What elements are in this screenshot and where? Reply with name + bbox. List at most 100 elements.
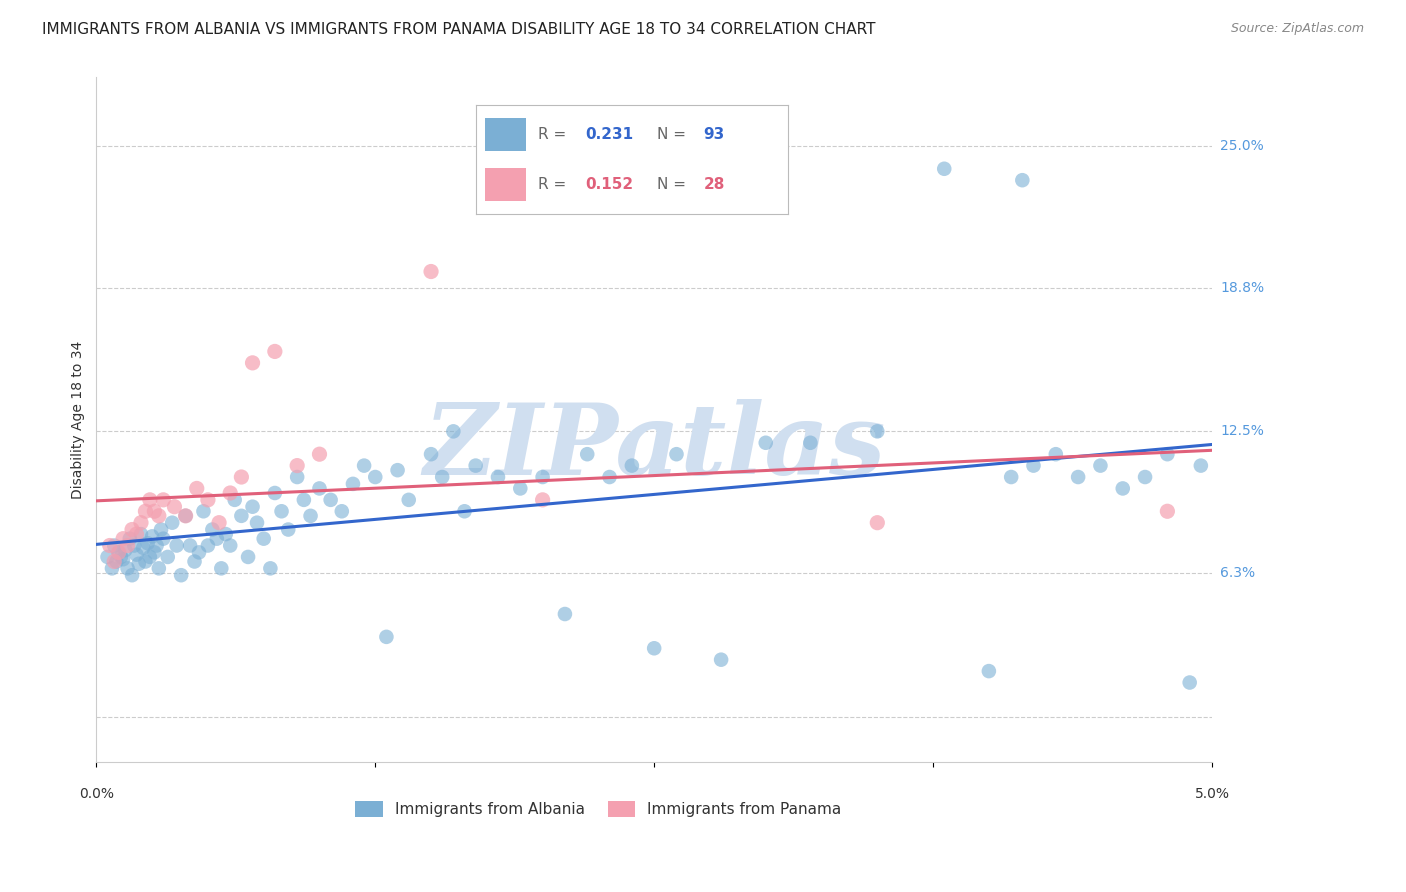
Point bbox=[183, 554, 205, 568]
Text: 5.0%: 5.0% bbox=[1195, 788, 1229, 801]
Point bbox=[129, 527, 152, 541]
Point bbox=[121, 523, 143, 537]
Point bbox=[103, 554, 125, 568]
Point bbox=[197, 539, 219, 553]
Point bbox=[124, 539, 146, 553]
Point bbox=[643, 641, 665, 656]
Point bbox=[148, 508, 170, 523]
Point bbox=[1090, 458, 1112, 473]
Point bbox=[112, 532, 135, 546]
Point bbox=[387, 463, 409, 477]
Point bbox=[112, 552, 135, 566]
Point bbox=[186, 482, 208, 496]
Point bbox=[156, 549, 179, 564]
Point bbox=[242, 356, 264, 370]
Point bbox=[208, 516, 231, 530]
Point bbox=[263, 486, 285, 500]
Point bbox=[152, 532, 174, 546]
Point bbox=[330, 504, 353, 518]
Point bbox=[152, 492, 174, 507]
Point bbox=[105, 554, 128, 568]
Point bbox=[160, 516, 183, 530]
Point bbox=[1178, 675, 1201, 690]
Text: 6.3%: 6.3% bbox=[1220, 566, 1256, 580]
Point bbox=[134, 504, 156, 518]
Point bbox=[308, 447, 330, 461]
Point bbox=[531, 492, 554, 507]
Point bbox=[145, 539, 167, 553]
Text: 12.5%: 12.5% bbox=[1220, 425, 1264, 438]
Point bbox=[231, 508, 253, 523]
Point bbox=[118, 532, 141, 546]
Point bbox=[420, 447, 443, 461]
Point bbox=[150, 523, 173, 537]
Point bbox=[432, 470, 454, 484]
Point bbox=[799, 435, 821, 450]
Point bbox=[576, 447, 599, 461]
Point bbox=[143, 504, 166, 518]
Point bbox=[219, 539, 242, 553]
Point bbox=[224, 492, 246, 507]
Point bbox=[110, 549, 132, 564]
Point bbox=[453, 504, 475, 518]
Point bbox=[103, 539, 125, 553]
Point bbox=[531, 470, 554, 484]
Point bbox=[101, 561, 124, 575]
Point bbox=[179, 539, 201, 553]
Point bbox=[96, 549, 118, 564]
Point bbox=[1022, 458, 1045, 473]
Point bbox=[107, 545, 129, 559]
Point bbox=[163, 500, 186, 514]
Point bbox=[1156, 447, 1178, 461]
Point bbox=[125, 548, 148, 562]
Point bbox=[125, 527, 148, 541]
Point bbox=[299, 508, 322, 523]
Point bbox=[1112, 482, 1135, 496]
Point bbox=[117, 539, 139, 553]
Point bbox=[219, 486, 242, 500]
Point bbox=[236, 549, 259, 564]
Text: 18.8%: 18.8% bbox=[1220, 280, 1264, 294]
Point bbox=[364, 470, 387, 484]
Point bbox=[1133, 470, 1156, 484]
Point bbox=[509, 482, 531, 496]
Point bbox=[755, 435, 778, 450]
Point bbox=[1189, 458, 1212, 473]
Point bbox=[1000, 470, 1022, 484]
Point bbox=[128, 557, 150, 571]
Point bbox=[114, 543, 136, 558]
Point bbox=[866, 516, 889, 530]
Point bbox=[464, 458, 486, 473]
Point bbox=[977, 664, 1000, 678]
Point bbox=[170, 568, 193, 582]
Point bbox=[1067, 470, 1090, 484]
Legend: Immigrants from Albania, Immigrants from Panama: Immigrants from Albania, Immigrants from… bbox=[349, 795, 848, 823]
Point bbox=[599, 470, 621, 484]
Point bbox=[132, 541, 155, 555]
Point bbox=[285, 458, 308, 473]
Point bbox=[143, 545, 166, 559]
Point bbox=[353, 458, 375, 473]
Point bbox=[136, 536, 159, 550]
Point bbox=[1045, 447, 1067, 461]
Point bbox=[263, 344, 285, 359]
Text: 25.0%: 25.0% bbox=[1220, 139, 1264, 153]
Text: Source: ZipAtlas.com: Source: ZipAtlas.com bbox=[1230, 22, 1364, 36]
Point bbox=[205, 532, 228, 546]
Point bbox=[270, 504, 292, 518]
Point bbox=[188, 545, 211, 559]
Point bbox=[141, 529, 163, 543]
Point bbox=[129, 516, 152, 530]
Point bbox=[174, 508, 197, 523]
Point bbox=[620, 458, 643, 473]
Point bbox=[259, 561, 281, 575]
Point bbox=[148, 561, 170, 575]
Point bbox=[486, 470, 509, 484]
Point bbox=[1011, 173, 1033, 187]
Point bbox=[665, 447, 688, 461]
Point bbox=[253, 532, 276, 546]
Point bbox=[139, 549, 162, 564]
Point bbox=[398, 492, 420, 507]
Point bbox=[246, 516, 269, 530]
Point bbox=[710, 653, 733, 667]
